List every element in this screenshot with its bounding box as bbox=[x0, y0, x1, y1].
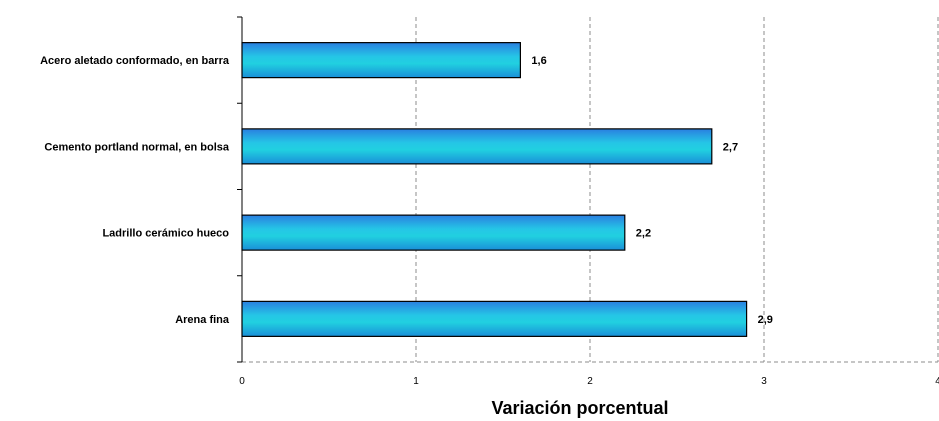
category-label: Acero aletado conformado, en barra bbox=[40, 55, 230, 67]
x-tick-label: 1 bbox=[413, 376, 419, 387]
data-label: 2,9 bbox=[758, 314, 773, 326]
category-label: Cemento portland normal, en bolsa bbox=[44, 141, 229, 153]
category-label: Arena fina bbox=[175, 314, 230, 326]
bar bbox=[241, 300, 748, 337]
x-tick-label: 0 bbox=[239, 376, 245, 387]
x-tick-label: 2 bbox=[587, 376, 593, 387]
axes bbox=[237, 16, 243, 363]
x-tick-label: 4 bbox=[935, 376, 939, 387]
category-label: Ladrillo cerámico hueco bbox=[102, 228, 229, 240]
data-label: 2,7 bbox=[723, 141, 738, 153]
bar bbox=[241, 214, 626, 251]
bar bbox=[241, 128, 713, 165]
bars bbox=[241, 42, 748, 337]
data-label: 2,2 bbox=[636, 228, 651, 240]
data-label: 1,6 bbox=[531, 55, 546, 67]
x-tick-label: 3 bbox=[761, 376, 767, 387]
x-axis-title: Variación porcentual bbox=[491, 398, 668, 418]
bar bbox=[241, 42, 521, 79]
labels: 0 1 2 3 4 Acero aletado conformado, en barra 1… bbox=[40, 55, 939, 387]
